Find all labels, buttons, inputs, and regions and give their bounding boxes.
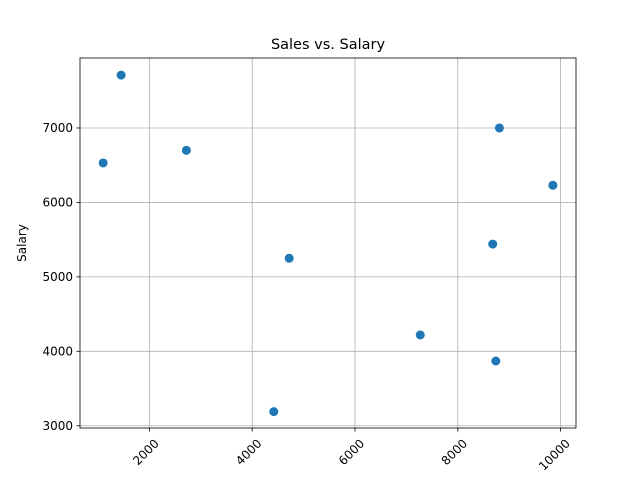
data-point bbox=[98, 158, 108, 168]
plot-area bbox=[80, 58, 576, 428]
data-point bbox=[491, 356, 501, 366]
data-point bbox=[181, 145, 191, 155]
grid-lines bbox=[80, 58, 576, 428]
plot-frame bbox=[79, 57, 577, 429]
y-axis-label: Salary bbox=[15, 224, 29, 262]
y-tick-label: 4000 bbox=[42, 344, 73, 358]
data-point bbox=[494, 123, 504, 133]
data-point bbox=[548, 180, 558, 190]
y-tick-label: 3000 bbox=[42, 419, 73, 433]
data-point bbox=[488, 239, 498, 249]
data-point bbox=[269, 407, 279, 417]
y-tick-label: 6000 bbox=[42, 195, 73, 209]
y-tick-label: 5000 bbox=[42, 270, 73, 284]
data-point bbox=[116, 70, 126, 80]
y-tick-label: 7000 bbox=[42, 121, 73, 135]
data-point bbox=[284, 253, 294, 263]
data-point bbox=[415, 330, 425, 340]
chart-title: Sales vs. Salary bbox=[271, 37, 386, 53]
data-points bbox=[98, 70, 558, 417]
